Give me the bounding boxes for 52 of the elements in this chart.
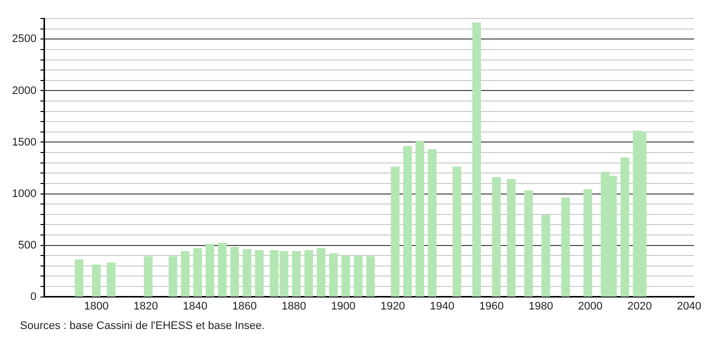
bar [242,249,252,297]
y-tick-label: 0 [30,290,36,303]
bar [524,190,533,297]
bar [230,247,239,297]
bar [329,253,338,297]
y-tick-label: 1500 [12,136,36,148]
y-tick-label: 2000 [12,84,36,97]
x-tick-label: 1980 [528,300,554,312]
bar [452,166,462,297]
x-tick-label: 1860 [232,300,257,312]
x-tick-label: 1800 [84,300,109,312]
bar [316,248,326,297]
bar [106,262,116,297]
bar [416,140,424,297]
bar [390,166,400,297]
bar [492,176,501,297]
x-tick-label: 1840 [182,300,208,312]
x-tick-label: 2000 [578,300,603,312]
y-tick-label: 2500 [12,33,36,46]
bar [74,259,84,297]
bar [206,244,214,297]
bar [193,248,202,297]
x-tick-label: 1900 [331,300,356,312]
x-tick-label: 2020 [627,300,652,312]
bar [144,256,153,297]
bar [168,256,178,297]
x-tick-label: 1820 [133,300,158,312]
x-tick-label: 1920 [380,300,405,312]
x-tick-label: 2040 [676,300,702,312]
x-tick-label: 1960 [479,300,504,312]
bar [341,255,350,297]
y-tick-label: 500 [18,239,36,252]
bar [180,251,190,297]
bar [620,157,630,297]
bar [255,250,264,297]
bar [354,255,362,297]
bar [583,189,592,297]
bar [304,250,314,297]
source-note: Sources : base Cassini de l'EHESS et base Insee. [20,320,266,332]
bar [561,198,570,297]
y-tick-label: 1000 [12,188,36,200]
bar [403,146,412,297]
x-tick-label: 1940 [430,300,454,312]
bar [472,22,481,297]
bar [428,149,437,297]
bar [506,179,516,297]
bar [292,251,301,297]
bar [218,242,227,297]
bar [366,256,375,297]
bar [92,264,101,297]
bar [541,215,550,297]
x-tick-label: 1880 [282,300,306,312]
